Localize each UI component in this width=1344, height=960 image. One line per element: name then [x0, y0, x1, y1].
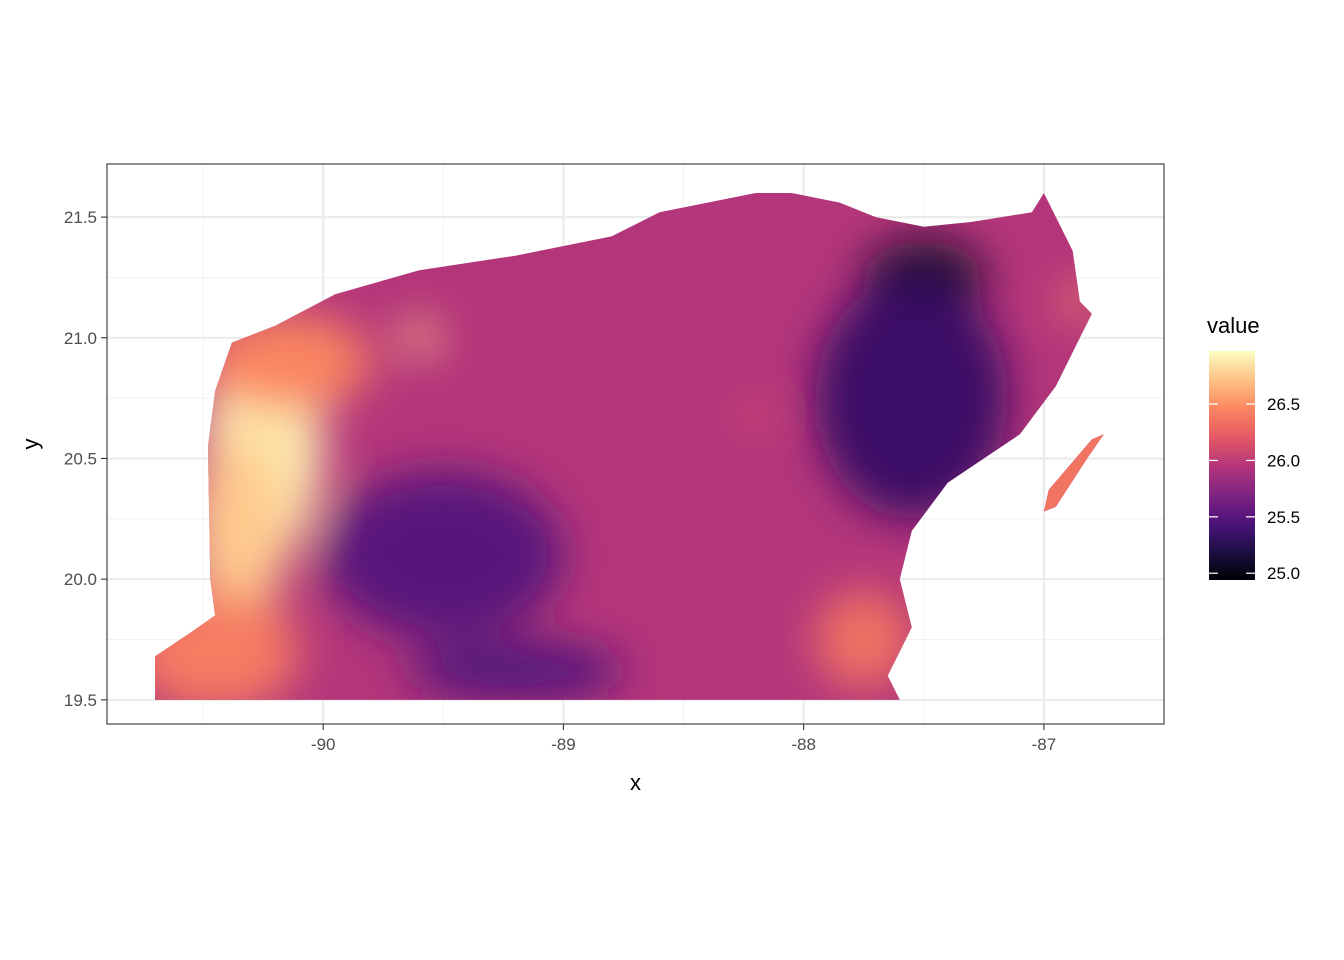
raster-feature-7 — [407, 641, 624, 700]
raster-feature-1 — [191, 434, 288, 628]
raster-feature-2 — [203, 313, 372, 411]
x-tick-label-0: -90 — [311, 735, 336, 754]
y-tick-label-2: 20.5 — [64, 449, 97, 468]
raster-feature-9 — [815, 277, 1008, 519]
plot-panel — [106, 163, 1165, 725]
y-tick-label-0: 19.5 — [64, 691, 97, 710]
legend-label-1: 25.5 — [1267, 508, 1300, 527]
legend-colorbar — [1209, 351, 1255, 580]
legend-label-2: 26.0 — [1267, 451, 1300, 470]
x-axis: -90 -89 -88 -87 — [311, 724, 1056, 754]
raster-feature-10 — [815, 591, 912, 688]
y-tick-label-1: 20.0 — [64, 570, 97, 589]
x-tick-label-1: -89 — [551, 735, 576, 754]
legend-label-0: 25.0 — [1267, 564, 1300, 583]
x-axis-title: x — [630, 770, 641, 795]
raster-feature-6 — [323, 470, 564, 640]
raster-feature-12 — [736, 400, 775, 430]
legend: value 25.0 25.5 26.0 26.5 — [1207, 313, 1300, 583]
y-axis: 19.5 20.0 20.5 21.0 21.5 — [64, 208, 107, 710]
y-tick-label-4: 21.5 — [64, 208, 97, 227]
x-tick-label-3: -87 — [1032, 735, 1057, 754]
panel-border — [106, 163, 1165, 725]
legend-title: value — [1207, 313, 1260, 338]
y-axis-title: y — [18, 439, 43, 450]
raster-feature-4 — [400, 320, 439, 355]
y-tick-label-3: 21.0 — [64, 329, 97, 348]
island-cells — [1043, 434, 1104, 512]
legend-label-3: 26.5 — [1267, 395, 1300, 414]
x-tick-label-2: -88 — [791, 735, 816, 754]
raster-features — [155, 241, 1097, 700]
legend-ticks: 25.0 25.5 26.0 26.5 — [1209, 395, 1300, 583]
